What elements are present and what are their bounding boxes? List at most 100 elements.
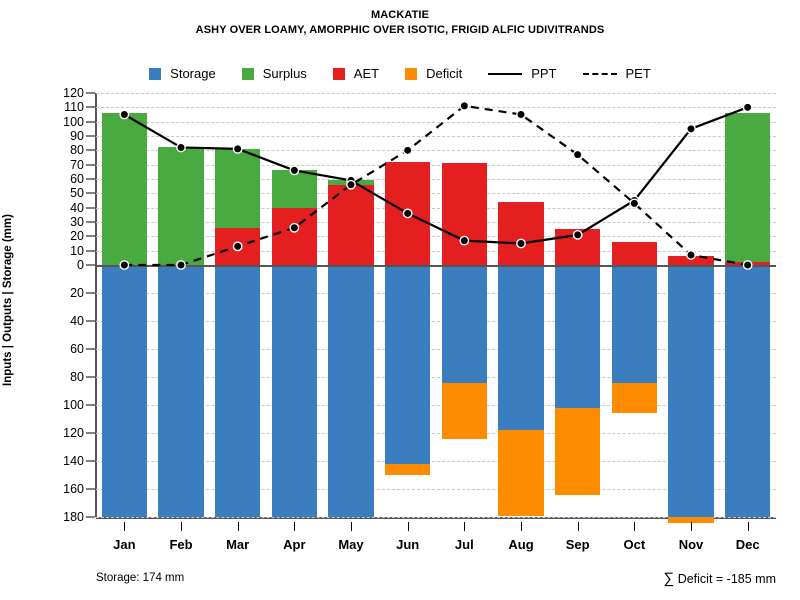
x-tick-label-may: May xyxy=(338,537,364,552)
bar-surplus xyxy=(215,148,261,228)
solid-line-icon xyxy=(488,68,523,80)
y-tick-mark xyxy=(86,320,95,322)
x-tick-mark xyxy=(351,522,352,531)
gridline xyxy=(96,321,776,322)
storage-total-note: Storage: 174 mm xyxy=(96,572,185,584)
pet-point xyxy=(516,109,526,120)
bar-surplus xyxy=(158,147,204,265)
bar-storage xyxy=(215,265,261,517)
y-tick-label: 80 xyxy=(70,370,84,384)
gridline xyxy=(96,433,776,434)
bar-storage xyxy=(328,265,374,517)
y-tick-mark xyxy=(86,516,95,518)
bar-storage xyxy=(271,265,317,517)
bar-aet xyxy=(555,229,601,265)
legend-label: Deficit xyxy=(426,66,463,81)
x-tick-label-jun: Jun xyxy=(396,537,420,552)
y-tick-mark xyxy=(86,250,95,252)
bar-storage xyxy=(611,265,657,383)
dashed-line-icon xyxy=(582,68,617,80)
y-tick-label: 40 xyxy=(70,314,84,328)
y-tick-mark xyxy=(86,121,95,123)
y-tick-label: 180 xyxy=(63,510,84,524)
x-tick-mark xyxy=(124,522,126,531)
ppt-point xyxy=(686,123,696,134)
y-axis-line xyxy=(94,93,97,517)
bar-aet xyxy=(271,207,317,265)
y-axis-label: Inputs | Outputs | Storage (mm) xyxy=(2,214,14,386)
y-tick-label: 0 xyxy=(77,258,84,272)
y-tick-mark xyxy=(86,178,95,180)
sigma-icon: ∑ xyxy=(663,570,675,587)
y-tick-mark xyxy=(86,264,95,266)
gridline xyxy=(96,489,776,490)
y-tick-label: 80 xyxy=(70,143,84,158)
legend-label: PPT xyxy=(531,66,557,81)
x-tick-mark xyxy=(577,522,579,531)
gridline xyxy=(96,517,776,518)
bar-aet xyxy=(441,163,487,265)
bar-deficit xyxy=(441,382,487,439)
y-tick-mark xyxy=(86,460,95,462)
bar-storage xyxy=(555,265,601,408)
legend-item-pet[interactable]: PET xyxy=(582,66,651,81)
x-tick-mark xyxy=(407,522,409,531)
legend-label: Storage xyxy=(170,66,216,81)
y-tick-label: 100 xyxy=(63,114,84,129)
legend-label: PET xyxy=(625,66,651,81)
y-tick-label: 30 xyxy=(70,215,84,229)
bar-aet xyxy=(215,227,261,265)
y-tick-label: 140 xyxy=(63,454,84,468)
y-tick-mark xyxy=(86,488,95,490)
x-tick-label-mar: Mar xyxy=(226,537,250,552)
y-tick-label: 120 xyxy=(63,86,84,100)
legend-item-surplus[interactable]: Surplus xyxy=(241,66,307,81)
bar-aet xyxy=(498,201,544,265)
x-tick-mark xyxy=(237,522,239,531)
deficit-sum-text: Deficit = -185 mm xyxy=(677,572,776,586)
y-tick-mark xyxy=(86,135,95,137)
gridline xyxy=(96,93,776,94)
bar-aet xyxy=(668,256,714,265)
x-tick-label-oct: Oct xyxy=(623,537,646,552)
bar-surplus xyxy=(271,170,317,208)
square-icon xyxy=(332,67,345,80)
x-tick-label-dec: Dec xyxy=(735,537,760,552)
legend-item-aet[interactable]: AET xyxy=(332,66,379,81)
chart-legend: Storage Surplus AET Deficit PPT PET xyxy=(0,66,800,81)
y-tick-mark xyxy=(86,106,95,108)
bar-deficit xyxy=(385,463,431,475)
x-tick-label-nov: Nov xyxy=(678,537,704,552)
bar-aet xyxy=(611,242,657,265)
x-tick-mark xyxy=(521,522,522,531)
y-tick-mark xyxy=(86,149,95,151)
x-tick-label-jan: Jan xyxy=(113,537,136,552)
bar-aet xyxy=(385,161,431,265)
legend-item-ppt[interactable]: PPT xyxy=(488,66,557,81)
chart-title: MACKATIE xyxy=(370,9,430,21)
bar-aet xyxy=(328,184,374,265)
y-tick-label: 10 xyxy=(70,243,84,258)
x-tick-label-feb: Feb xyxy=(169,537,193,552)
y-tick-mark xyxy=(86,348,95,350)
deficit-sum-note: ∑ Deficit = -185 mm xyxy=(664,570,776,587)
bar-storage xyxy=(668,265,714,517)
y-tick-mark xyxy=(86,92,95,94)
legend-item-storage[interactable]: Storage xyxy=(149,66,216,81)
bar-deficit xyxy=(611,382,657,414)
title-block: MACKATIE ASHY OVER LOAMY, AMORPHIC OVER … xyxy=(0,8,800,38)
gridline xyxy=(96,349,776,350)
bar-deficit xyxy=(555,407,601,495)
y-tick-label: 20 xyxy=(70,229,84,244)
gridline xyxy=(96,107,776,109)
ppt-point xyxy=(629,195,640,206)
legend-item-deficit[interactable]: Deficit xyxy=(405,66,462,81)
gridline xyxy=(96,121,776,123)
gridline xyxy=(96,293,776,294)
x-tick-mark xyxy=(691,522,692,531)
gridline xyxy=(96,377,776,378)
gridline xyxy=(96,405,776,406)
gridline xyxy=(96,136,776,137)
bar-deficit xyxy=(668,517,714,523)
